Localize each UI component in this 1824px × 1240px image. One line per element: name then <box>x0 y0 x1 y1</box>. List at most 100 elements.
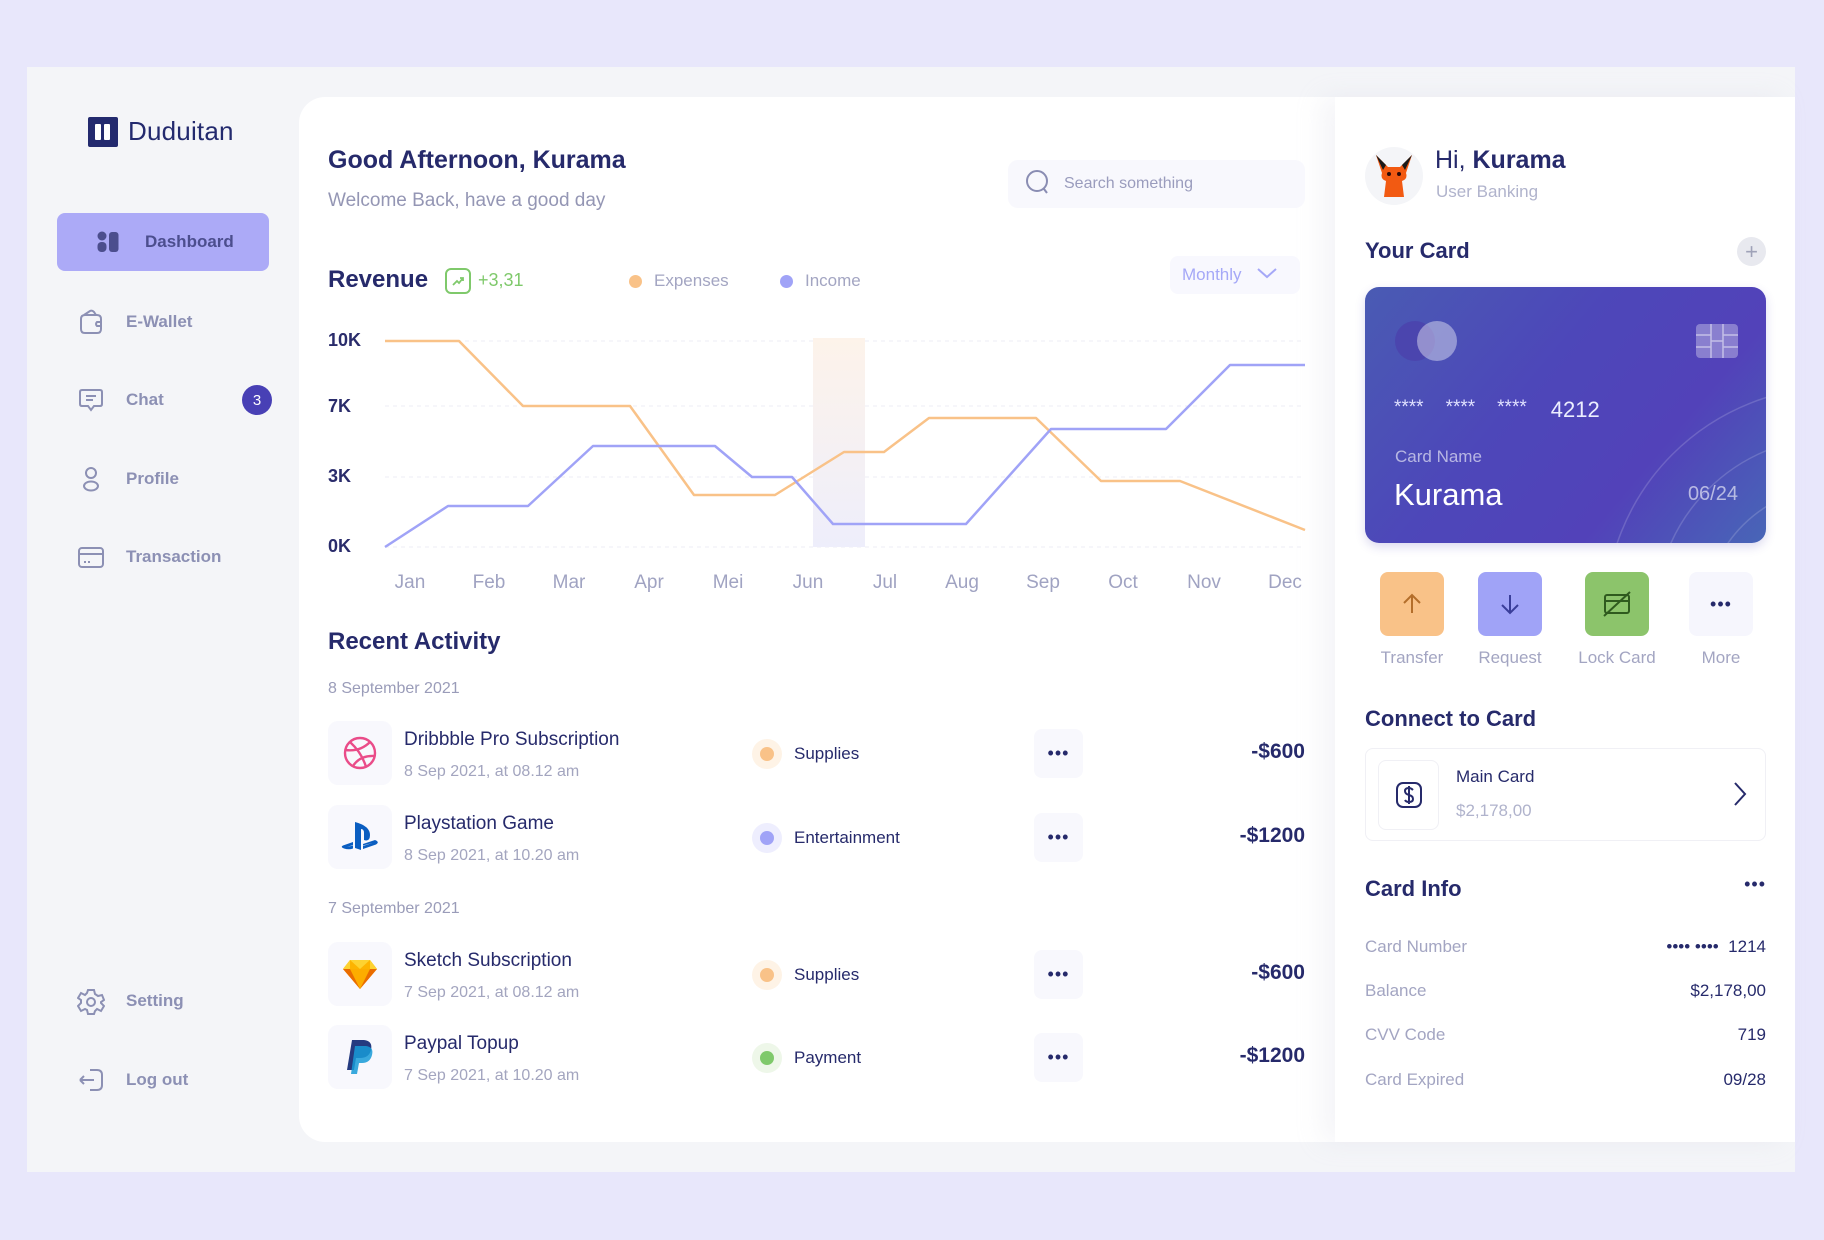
brand-name: Duduitan <box>128 116 234 146</box>
more-icon: ••• <box>1710 593 1732 614</box>
sidebar-item-chat[interactable]: Chat <box>76 384 164 416</box>
add-card-button[interactable]: + <box>1737 237 1766 266</box>
more-options-button[interactable]: ••• <box>1034 813 1083 862</box>
info-value: 719 <box>1737 1025 1766 1044</box>
category-tag: Entertainment <box>752 823 900 853</box>
x-tick: Jan <box>394 572 426 593</box>
sidebar-item-setting[interactable]: Setting <box>76 985 184 1017</box>
more-options-button[interactable]: ••• <box>1034 950 1083 999</box>
dollar-icon <box>1378 760 1439 830</box>
activity-title: Paypal Topup <box>404 1033 519 1054</box>
info-label: Balance <box>1365 981 1427 1000</box>
info-label: CVV Code <box>1365 1025 1446 1044</box>
y-tick: 0K <box>328 536 352 556</box>
category-label: Supplies <box>794 744 860 763</box>
activity-amount: -$600 <box>1251 740 1305 763</box>
gear-icon <box>76 986 106 1016</box>
paypal-icon <box>328 1025 392 1089</box>
y-tick: 3K <box>328 466 352 486</box>
sidebar-item-label: Dashboard <box>145 232 234 251</box>
category-tag: Supplies <box>752 960 859 990</box>
category-label: Payment <box>794 1048 862 1067</box>
x-tick: Jun <box>792 572 824 593</box>
activity-time: 8 Sep 2021, at 10.20 am <box>404 847 580 864</box>
more-options-button[interactable]: ••• <box>1034 1033 1083 1082</box>
more-options-button[interactable]: ••• <box>1034 729 1083 778</box>
lock-card-icon <box>1603 591 1631 617</box>
request-button[interactable] <box>1478 572 1542 636</box>
activity-row[interactable]: Paypal Topup 7 Sep 2021, at 10.20 am Pay… <box>328 1025 1305 1089</box>
x-tick: Jul <box>872 572 898 593</box>
sidebar-item-e-wallet[interactable]: E-Wallet <box>76 306 192 338</box>
user-role: User Banking <box>1436 182 1539 201</box>
sidebar-item-label: Chat <box>126 390 164 409</box>
greeting-user: Hi, Kurama <box>1435 146 1566 175</box>
legend-income: Income <box>780 271 861 291</box>
x-tick: Nov <box>1187 572 1221 593</box>
chevron-right-icon[interactable] <box>1733 781 1747 812</box>
lock-card-button[interactable] <box>1585 572 1649 636</box>
greeting-prefix: Hi, <box>1435 146 1473 174</box>
search-box[interactable] <box>1008 160 1305 208</box>
chat-icon <box>76 385 106 415</box>
activity-time: 8 Sep 2021, at 08.12 am <box>404 763 580 780</box>
x-tick: Dec <box>1268 572 1302 593</box>
card-icon <box>76 542 106 572</box>
card-info-more-button[interactable]: ••• <box>1744 874 1766 894</box>
logo-icon <box>88 116 118 147</box>
x-tick: Aug <box>945 572 979 593</box>
transfer-button[interactable] <box>1380 572 1444 636</box>
activity-time: 7 Sep 2021, at 08.12 am <box>404 984 580 1001</box>
info-label: Card Number <box>1365 937 1468 956</box>
more-actions-button[interactable]: ••• <box>1689 572 1753 636</box>
arrow-down-icon <box>1501 595 1519 615</box>
sidebar-item-label: Profile <box>126 469 179 488</box>
connected-card-name: Main Card <box>1456 767 1535 786</box>
credit-card[interactable]: **** **** **** 4212 Card Name Kurama 06/… <box>1365 287 1766 543</box>
brand-logo[interactable]: Duduitan <box>88 116 234 147</box>
action-label: Lock Card <box>1578 648 1656 667</box>
activity-row[interactable]: Sketch Subscription 7 Sep 2021, at 08.12… <box>328 942 1305 1006</box>
sidebar-item-logout[interactable]: Log out <box>76 1064 188 1096</box>
legend-label: Income <box>805 271 861 290</box>
connect-card-title: Connect to Card <box>1365 706 1537 731</box>
legend-dot-income <box>780 274 793 288</box>
period-dropdown[interactable]: Monthly <box>1170 256 1300 294</box>
card-info-title: Card Info <box>1365 876 1462 901</box>
category-label: Supplies <box>794 965 860 984</box>
card-last4: 4212 <box>1550 397 1600 422</box>
info-value: 09/28 <box>1723 1070 1766 1089</box>
sidebar-item-transaction[interactable]: Transaction <box>76 541 221 573</box>
dribbble-icon <box>328 721 392 785</box>
avatar[interactable] <box>1365 147 1423 205</box>
activity-row[interactable]: Playstation Game 8 Sep 2021, at 10.20 am… <box>328 805 1305 869</box>
activity-title: Sketch Subscription <box>404 950 572 971</box>
activity-row[interactable]: Dribbble Pro Subscription 8 Sep 2021, at… <box>328 721 1305 785</box>
activity-date: 8 September 2021 <box>328 680 460 697</box>
sidebar-item-label: E-Wallet <box>126 312 193 331</box>
sidebar-item-profile[interactable]: Profile <box>76 463 179 495</box>
masked-group: **** <box>1394 397 1424 418</box>
card-brand-icon <box>1395 321 1457 361</box>
recent-activity-title: Recent Activity <box>328 628 501 655</box>
info-value: •••• •••• 1214 <box>1666 937 1766 956</box>
revenue-chart[interactable] <box>380 330 1310 560</box>
sidebar-item-dashboard[interactable]: Dashboard <box>57 213 269 271</box>
card-number: **** **** **** 4212 <box>1394 397 1600 423</box>
x-tick: Apr <box>634 572 664 593</box>
connected-card-balance: $2,178,00 <box>1456 801 1532 820</box>
sidebar-item-label: Log out <box>126 1070 189 1089</box>
sketch-icon <box>328 942 392 1006</box>
action-label: More <box>1701 648 1741 667</box>
search-input[interactable] <box>1064 175 1284 193</box>
legend-dot-expenses <box>629 274 642 288</box>
card-holder-name: Kurama <box>1394 477 1503 512</box>
action-label: Transfer <box>1380 648 1444 667</box>
legend-expenses: Expenses <box>629 271 729 291</box>
info-label: Card Expired <box>1365 1070 1465 1089</box>
x-tick: Oct <box>1108 572 1138 593</box>
plus-icon: + <box>1745 238 1758 264</box>
activity-amount: -$600 <box>1251 961 1305 984</box>
x-tick: Mei <box>712 572 744 593</box>
main-card-item[interactable]: Main Card $2,178,00 <box>1365 748 1766 841</box>
